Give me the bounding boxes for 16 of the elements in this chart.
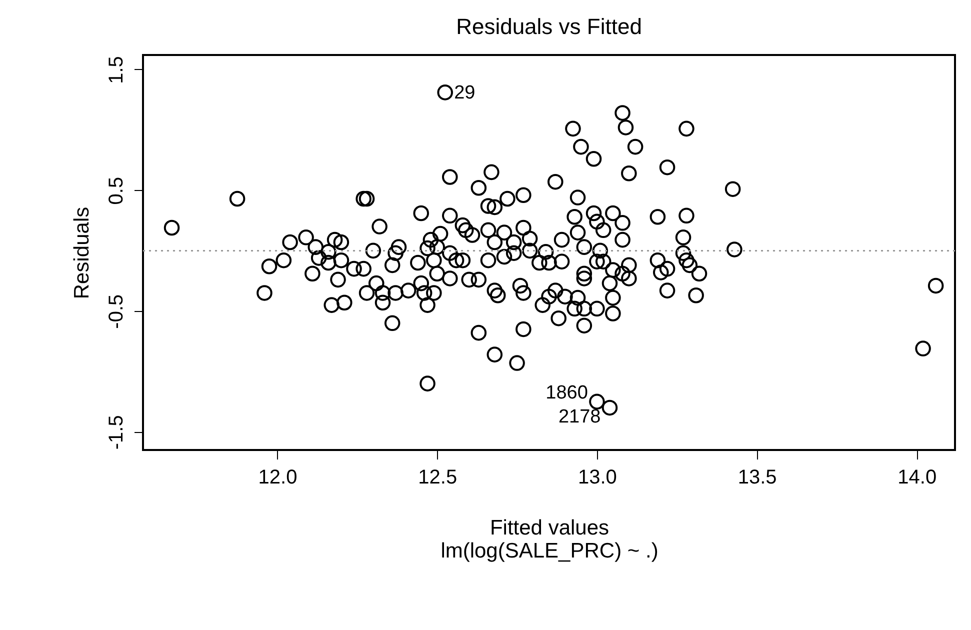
x-tick-label: 14.0 — [898, 466, 937, 488]
y-axis-title: Residuals — [70, 206, 94, 300]
y-tick-label: -0.5 — [106, 294, 128, 329]
x-tick-label: 12.0 — [258, 466, 298, 488]
x-tick-label: 12.5 — [418, 466, 458, 488]
chart-title: Residuals vs Fitted — [456, 14, 642, 39]
annotation: 29 — [454, 82, 476, 104]
y-tick-label: 0.5 — [106, 176, 128, 205]
annotation: 2178 — [558, 406, 601, 428]
text: lm(log(SALE_PRC) ~ .) — [440, 540, 658, 562]
x-tick-label: 13.0 — [578, 466, 617, 488]
y-tick-label: 1.5 — [106, 56, 128, 84]
x-axis-title: Fitted values — [490, 516, 610, 540]
annotation: 1860 — [546, 382, 588, 404]
y-tick-label: -1.5 — [106, 415, 128, 450]
x-tick-label: 13.5 — [738, 466, 777, 488]
